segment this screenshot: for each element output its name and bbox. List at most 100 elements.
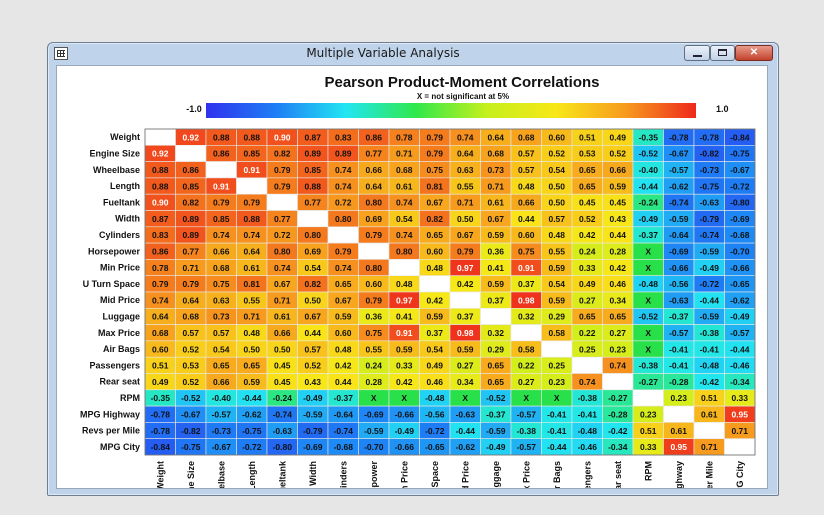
cell-value: 0.77 [182, 246, 199, 256]
title-bar[interactable]: Multiple Variable Analysis ✕ [48, 43, 778, 65]
cell-value: 0.66 [365, 165, 382, 175]
cell-value: 0.52 [579, 214, 596, 224]
cell-value: 0.80 [365, 263, 382, 273]
cell-value: 0.57 [548, 214, 565, 224]
cell-value: 0.71 [182, 263, 199, 273]
cell-value: 0.79 [365, 295, 382, 305]
cell-value: 0.60 [335, 328, 352, 338]
row-label: U Turn Space [83, 279, 140, 289]
cell-value: 0.79 [365, 230, 382, 240]
cell-value: 0.27 [609, 328, 626, 338]
cell-value: 0.85 [243, 149, 260, 159]
cell-value: 0.69 [365, 214, 382, 224]
cell-value: -0.62 [730, 295, 750, 305]
minimize-button[interactable] [684, 45, 710, 61]
chart-area: Pearson Product-Moment Correlations X = … [56, 65, 768, 515]
cell-value: 0.51 [701, 393, 718, 403]
column-label: Cylinders [338, 461, 348, 488]
cell-value: -0.64 [334, 409, 354, 419]
cell-value: -0.75 [242, 426, 262, 436]
cell-value: -0.37 [334, 393, 354, 403]
cell-value: 0.42 [457, 279, 474, 289]
cell-value: 0.50 [548, 181, 565, 191]
cell-value: -0.78 [700, 132, 720, 142]
column-label: Engine Size [186, 461, 196, 488]
cell-value: 0.58 [548, 328, 565, 338]
cell-value: 0.42 [396, 377, 413, 387]
cell-value: 0.32 [487, 328, 504, 338]
cell-value: 0.77 [365, 149, 382, 159]
cell-value: -0.48 [425, 393, 445, 403]
column-label: Wheelbase [216, 461, 226, 488]
cell-value: -0.57 [669, 165, 689, 175]
row-label: Fueltank [103, 197, 141, 207]
cell-value: 0.79 [243, 198, 260, 208]
cell-value: 0.68 [182, 312, 199, 322]
cell-value: -0.44 [700, 295, 720, 305]
cell-value: 0.44 [518, 214, 535, 224]
close-button[interactable]: ✕ [735, 45, 773, 61]
cell-value: X [645, 295, 651, 305]
row-label: Min Price [100, 263, 140, 273]
cell-value: -0.48 [578, 426, 598, 436]
cell-value: -0.48 [639, 279, 659, 289]
cell-value: -0.44 [639, 181, 659, 191]
cell-value: 0.71 [487, 181, 504, 191]
cell-value: 0.29 [548, 312, 565, 322]
cell-value: 0.55 [365, 344, 382, 354]
cell-value: 0.61 [670, 426, 687, 436]
app-grid-icon[interactable] [54, 47, 68, 60]
cell-value: -0.84 [730, 132, 750, 142]
maximize-button[interactable] [710, 45, 735, 61]
cell-value: 0.27 [579, 295, 596, 305]
cell-value: 0.79 [274, 165, 291, 175]
cell-value: -0.59 [700, 246, 720, 256]
cell-value: -0.59 [669, 214, 689, 224]
cell-value: -0.68 [730, 230, 750, 240]
row-label: Weight [110, 132, 140, 142]
heatmap-cell [602, 373, 634, 391]
cell-value: 0.25 [548, 361, 565, 371]
cell-value: -0.78 [151, 409, 171, 419]
cell-value: 0.23 [548, 377, 565, 387]
cell-value: -0.57 [212, 409, 232, 419]
cell-value: -0.38 [639, 361, 659, 371]
cell-value: 0.89 [182, 230, 199, 240]
cell-value: 0.88 [243, 214, 260, 224]
cell-value: 0.48 [426, 263, 443, 273]
cell-value: -0.41 [547, 409, 567, 419]
cell-value: -0.52 [181, 393, 201, 403]
cell-value: 0.27 [518, 377, 535, 387]
cell-value: 0.46 [426, 377, 443, 387]
cell-value: 0.74 [609, 361, 626, 371]
heatmap-cell [205, 161, 237, 179]
cell-value: 0.66 [609, 165, 626, 175]
cell-value: -0.59 [364, 426, 384, 436]
row-label: MPG Highway [80, 409, 140, 419]
cell-value: 0.63 [213, 295, 230, 305]
cell-value: 0.79 [274, 181, 291, 191]
cell-value: -0.24 [639, 198, 659, 208]
cell-value: 0.72 [274, 230, 291, 240]
cell-value: -0.62 [242, 409, 262, 419]
cell-value: -0.57 [730, 328, 750, 338]
cell-value: -0.56 [425, 409, 445, 419]
cell-value: 0.82 [274, 149, 291, 159]
cell-value: 0.52 [609, 149, 626, 159]
cell-value: 0.63 [457, 165, 474, 175]
cell-value: -0.66 [730, 263, 750, 273]
cell-value: -0.49 [486, 442, 506, 452]
cell-value: -0.28 [669, 377, 689, 387]
cell-value: 0.60 [365, 279, 382, 289]
heatmap-cell [175, 145, 207, 162]
cell-value: 0.52 [182, 344, 199, 354]
cell-value: 0.91 [213, 181, 230, 191]
cell-value: 0.75 [518, 246, 535, 256]
cell-value: 0.67 [304, 312, 321, 322]
cell-value: -0.73 [212, 426, 232, 436]
cell-value: 0.60 [518, 230, 535, 240]
cell-value: 0.36 [487, 246, 504, 256]
cell-value: 0.74 [335, 181, 352, 191]
cell-value: -0.57 [669, 328, 689, 338]
cell-value: 0.49 [426, 361, 443, 371]
